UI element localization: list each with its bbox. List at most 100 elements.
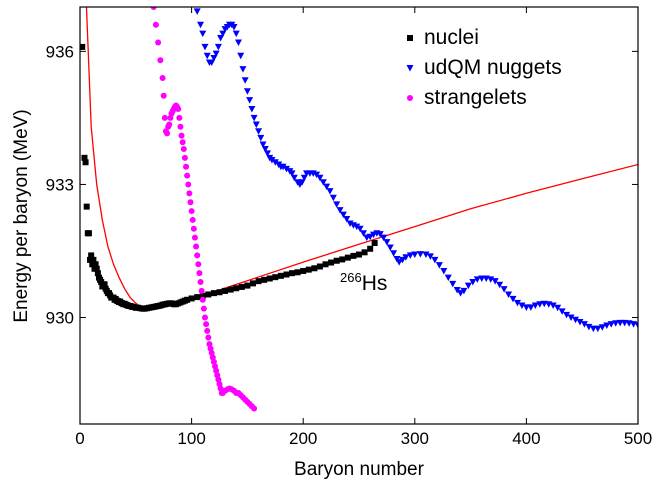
- data-point: [182, 155, 188, 161]
- data-point: [289, 270, 295, 276]
- data-point: [228, 287, 234, 293]
- data-point: [328, 260, 334, 266]
- legend-marker: [407, 35, 413, 41]
- data-point: [253, 122, 260, 129]
- data-point: [217, 289, 223, 295]
- data-point: [185, 181, 191, 187]
- x-tick-label: 200: [289, 429, 317, 448]
- data-point: [204, 328, 210, 334]
- data-point: [387, 244, 394, 251]
- x-tick-label: 500: [624, 429, 652, 448]
- data-point: [177, 124, 183, 130]
- data-point: [176, 115, 182, 121]
- data-point: [161, 93, 167, 99]
- x-tick-label: 300: [401, 429, 429, 448]
- data-point: [190, 217, 196, 223]
- data-point: [189, 295, 195, 301]
- data-point: [350, 253, 356, 259]
- data-point: [204, 53, 211, 60]
- data-point: [251, 405, 257, 411]
- y-tick-label: 933: [46, 175, 74, 194]
- data-point: [155, 39, 161, 45]
- data-point: [233, 285, 239, 291]
- data-point: [164, 130, 170, 136]
- data-point: [200, 297, 206, 303]
- data-point: [189, 208, 195, 214]
- data-point: [233, 31, 240, 37]
- annotation-hs: 266Hs: [340, 270, 387, 295]
- data-point: [237, 53, 244, 60]
- data-point: [244, 88, 251, 95]
- data-point: [339, 256, 345, 262]
- y-axis-label: Energy per baryon (MeV): [11, 109, 32, 322]
- data-point: [201, 44, 208, 51]
- data-point: [261, 277, 267, 283]
- data-point: [191, 226, 197, 232]
- data-point: [326, 188, 333, 195]
- x-tick-label: 0: [75, 429, 84, 448]
- x-axis-label: Baryon number: [294, 459, 425, 480]
- data-point: [153, 22, 159, 28]
- data-point: [205, 291, 211, 297]
- data-point: [215, 44, 222, 51]
- legend-marker: [407, 95, 413, 101]
- data-point: [334, 258, 340, 264]
- legend-item-udqm-nuggets: udQM nuggets: [407, 56, 562, 79]
- y-tick-label: 930: [46, 309, 74, 328]
- x-tick-label: 100: [177, 429, 205, 448]
- data-point: [222, 288, 228, 294]
- data-point: [198, 279, 204, 285]
- series-fit-curve: [81, 0, 638, 310]
- x-tick-label: 400: [512, 429, 540, 448]
- data-point: [201, 306, 207, 312]
- legend: nuclei udQM nuggets strangelets: [407, 26, 562, 109]
- data-point: [187, 199, 193, 205]
- data-point: [84, 204, 90, 210]
- data-point: [83, 159, 89, 165]
- data-point: [175, 106, 181, 112]
- data-point: [256, 278, 262, 284]
- data-point: [250, 280, 256, 286]
- data-point: [199, 288, 205, 294]
- data-point: [278, 273, 284, 279]
- legend-item-nuclei: nuclei: [407, 26, 479, 49]
- data-point: [166, 122, 172, 128]
- data-point: [196, 270, 202, 276]
- legend-label: strangelets: [424, 86, 527, 109]
- data-point: [181, 146, 187, 152]
- data-point: [367, 246, 373, 252]
- data-point: [362, 249, 368, 255]
- annotation-text: Hs: [362, 272, 388, 295]
- data-point: [239, 284, 245, 290]
- data-point: [202, 315, 208, 321]
- data-point: [317, 264, 323, 270]
- legend-item-strangelets: strangelets: [407, 86, 527, 109]
- data-point: [184, 173, 190, 179]
- data-point: [197, 22, 204, 29]
- data-point: [193, 244, 199, 250]
- data-point: [194, 8, 201, 15]
- data-point: [295, 269, 301, 275]
- data-point: [203, 321, 209, 327]
- legend-label: udQM nuggets: [424, 56, 562, 79]
- data-point: [267, 275, 273, 281]
- data-point: [205, 334, 211, 340]
- data-point: [246, 97, 253, 104]
- data-point: [440, 268, 447, 275]
- data-point: [356, 252, 362, 258]
- data-point: [195, 261, 201, 267]
- data-point: [183, 164, 189, 170]
- legend-label: nuclei: [424, 26, 479, 49]
- data-point: [186, 190, 192, 196]
- data-point: [199, 31, 206, 37]
- data-point: [333, 201, 340, 208]
- data-point: [311, 265, 317, 271]
- data-point: [283, 272, 289, 278]
- data-point: [251, 115, 258, 122]
- series-strangelets: [151, 4, 257, 411]
- data-point: [248, 106, 255, 113]
- data-point: [192, 235, 198, 241]
- data-point: [160, 75, 166, 81]
- data-point: [445, 275, 452, 282]
